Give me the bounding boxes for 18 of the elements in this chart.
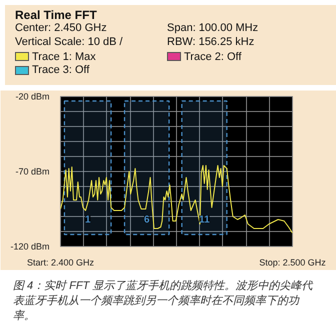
caption: 图 4：实时 FFT 显示了蓝牙手机的跳频特性。波形中的尖峰代表蓝牙手机从一个频率跳到另一个频率时在不同频率下的功率。 <box>12 278 314 322</box>
chart-title: Real Time FFT <box>15 8 98 22</box>
text: Span: 100.00 MHz <box>167 22 260 36</box>
text: RBW: 156.25 kHz <box>167 36 256 49</box>
legend-label: Trace 3: Off <box>31 64 90 78</box>
band-label: 1 <box>84 214 91 226</box>
legend-label: Trace 2: Off <box>183 50 242 64</box>
x-tick-label: Stop: 2.500 GHz <box>259 258 326 268</box>
y-tick-label: -70 dBm <box>15 166 50 176</box>
band-label: 11 <box>199 214 210 226</box>
legend-label: Trace 1: Max <box>31 50 97 64</box>
band-label: 6 <box>144 214 150 226</box>
y-tick-label: -20 dBm <box>15 92 50 102</box>
y-tick-label: -120 dBm <box>10 242 50 252</box>
text: Vertical Scale: 10 dB / <box>15 36 124 49</box>
line-series <box>60 165 292 234</box>
x-tick-label: Start: 2.400 GHz <box>26 258 95 268</box>
text: Center: 2.450 GHz <box>15 22 108 36</box>
